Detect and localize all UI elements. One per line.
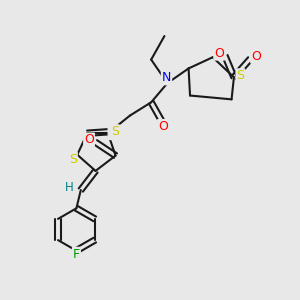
Text: N: N	[162, 71, 171, 84]
Text: O: O	[251, 50, 261, 63]
Text: F: F	[73, 248, 80, 261]
Text: O: O	[84, 134, 94, 146]
Text: S: S	[236, 69, 244, 82]
Text: O: O	[158, 120, 168, 133]
Text: O: O	[214, 46, 224, 60]
Text: N: N	[109, 126, 118, 139]
Text: S: S	[69, 153, 77, 166]
Text: H: H	[65, 181, 74, 194]
Text: S: S	[111, 125, 119, 138]
